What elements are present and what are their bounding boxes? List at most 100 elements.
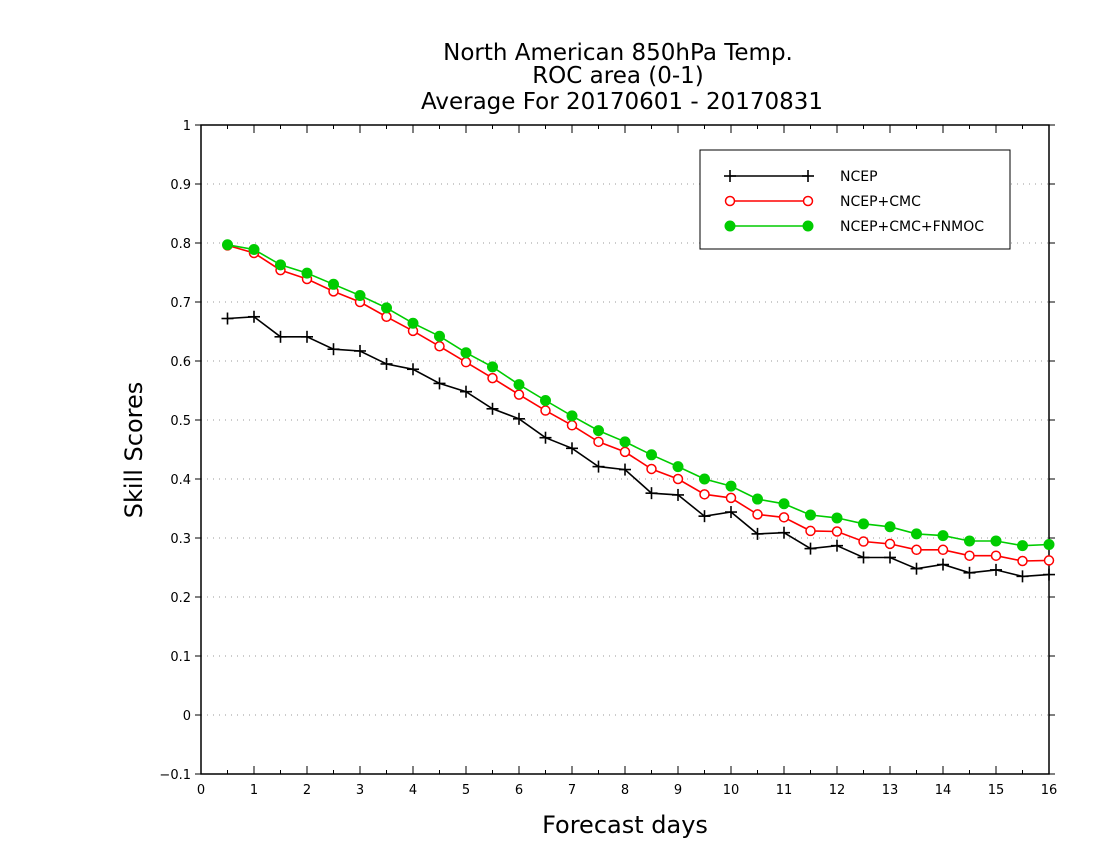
data-point: [1016, 570, 1029, 583]
data-point: [964, 550, 975, 561]
data-point: [831, 526, 843, 537]
data-point: [725, 480, 737, 492]
data-point: [698, 510, 711, 523]
y-tick-label: 0.7: [170, 296, 191, 311]
legend-entry: NCEP: [724, 169, 878, 185]
data-point: [407, 363, 419, 376]
data-point: [540, 395, 551, 407]
x-tick-label: 14: [935, 783, 952, 798]
data-point: [566, 410, 578, 422]
data-point: [487, 361, 498, 373]
data-point: [990, 563, 1002, 576]
series-line: [227, 244, 1050, 547]
data-point: [858, 518, 869, 530]
data-point: [381, 302, 392, 314]
y-tick-label: 0.8: [170, 237, 191, 252]
data-point: [539, 431, 552, 444]
data-point: [1017, 555, 1028, 567]
data-point: [937, 558, 949, 571]
data-point: [487, 372, 498, 384]
data-point: [805, 525, 816, 537]
data-point: [221, 312, 234, 325]
data-point: [911, 528, 922, 540]
y-tick-label: 0.9: [170, 178, 191, 193]
data-point: [222, 239, 233, 251]
data-point: [434, 341, 445, 352]
data-point: [645, 487, 658, 500]
data-point: [540, 405, 551, 416]
data-point: [751, 527, 764, 540]
series-ncep: [221, 310, 1055, 583]
x-tick-label: 2: [303, 783, 311, 798]
y-tick-label: 0.1: [170, 650, 191, 665]
data-point: [646, 463, 657, 475]
x-tick-label: 1: [250, 783, 258, 798]
data-point: [593, 436, 604, 448]
data-point: [725, 506, 737, 519]
legend: NCEP NCEP+CMC NCEP+CMC+FNMOC: [699, 149, 1011, 250]
data-point: [248, 310, 260, 323]
data-point: [937, 530, 949, 542]
legend-entry: NCEP+CMC: [724, 194, 921, 210]
x-tick-label: 3: [356, 783, 364, 798]
x-tick-label: 9: [674, 783, 682, 798]
legend-marker: [724, 195, 736, 207]
data-point: [778, 498, 790, 510]
y-tick-label: 0.4: [170, 473, 191, 488]
data-point: [274, 330, 287, 343]
legend-label: NCEP+CMC+FNMOC: [840, 219, 984, 235]
data-point: [275, 259, 286, 271]
data-point: [619, 446, 631, 458]
data-point: [301, 267, 313, 279]
series-line: [227, 244, 1050, 562]
data-point: [990, 550, 1002, 561]
data-point: [381, 311, 392, 322]
y-tick-label: 1: [183, 119, 191, 134]
y-tick-label: 0.6: [170, 355, 191, 370]
data-point: [327, 343, 340, 356]
data-point: [804, 542, 817, 555]
data-point: [593, 425, 604, 437]
data-point: [778, 512, 790, 523]
y-axis-ticks: −0.1 0 0.1 0.2 0.3 0.4 0.5 0.6 0.7 0.8 0.9 1: [159, 119, 1055, 783]
chart-title-line-2: ROC area (0-1): [532, 63, 704, 89]
legend-entry: NCEP+CMC+FNMOC: [724, 219, 984, 235]
legend-marker: [724, 220, 736, 232]
y-tick-label: 0.2: [170, 591, 191, 606]
data-point: [884, 538, 896, 550]
data-point: [619, 436, 631, 448]
legend-marker: [802, 220, 814, 232]
data-point: [990, 535, 1002, 547]
data-point: [433, 377, 446, 390]
data-point: [592, 460, 605, 473]
data-point: [1017, 540, 1028, 552]
legend-marker: [802, 195, 814, 207]
x-tick-label: 13: [882, 783, 899, 798]
x-tick-label: 4: [409, 783, 417, 798]
data-point: [486, 402, 499, 415]
data-point: [1043, 568, 1055, 581]
data-point: [646, 449, 657, 461]
data-point: [672, 473, 684, 485]
data-point: [460, 356, 472, 368]
data-point: [1043, 538, 1055, 550]
legend-label: NCEP+CMC: [840, 194, 921, 210]
data-point: [752, 509, 763, 520]
chart-title-line-1: North American 850hPa Temp.: [443, 40, 793, 66]
data-point: [672, 488, 684, 501]
data-point: [460, 347, 472, 359]
data-point: [911, 544, 922, 556]
data-point: [301, 330, 313, 343]
y-tick-label: 0.5: [170, 414, 191, 429]
data-point: [884, 551, 896, 564]
x-axis-title: Forecast days: [542, 811, 708, 839]
data-point: [513, 412, 525, 425]
series-line: [227, 315, 1050, 578]
chart-title-line-3: Average For 20170601 - 20170831: [421, 89, 823, 115]
x-tick-label: 8: [621, 783, 629, 798]
data-point: [566, 442, 578, 455]
x-tick-label: 12: [829, 783, 846, 798]
data-point: [460, 385, 472, 398]
x-tick-label: 7: [568, 783, 576, 798]
